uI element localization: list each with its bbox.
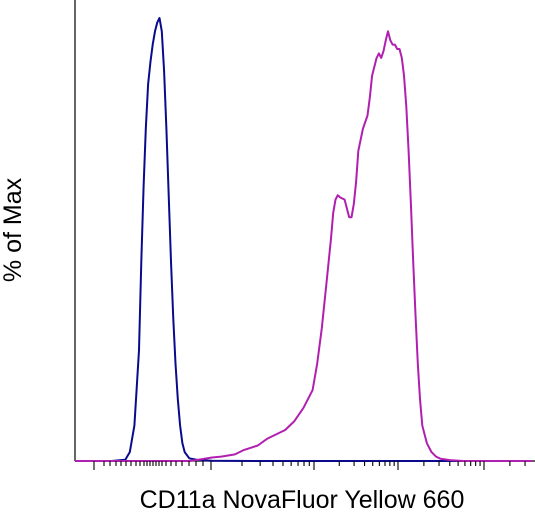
series-line-1 <box>75 17 532 462</box>
x-axis-title: CD11a NovaFluor Yellow 660 <box>140 486 465 514</box>
plot-area <box>74 0 535 462</box>
y-axis-title: % of Max <box>0 177 27 282</box>
series-line-2 <box>75 30 532 462</box>
x-axis-ticks <box>93 461 526 470</box>
